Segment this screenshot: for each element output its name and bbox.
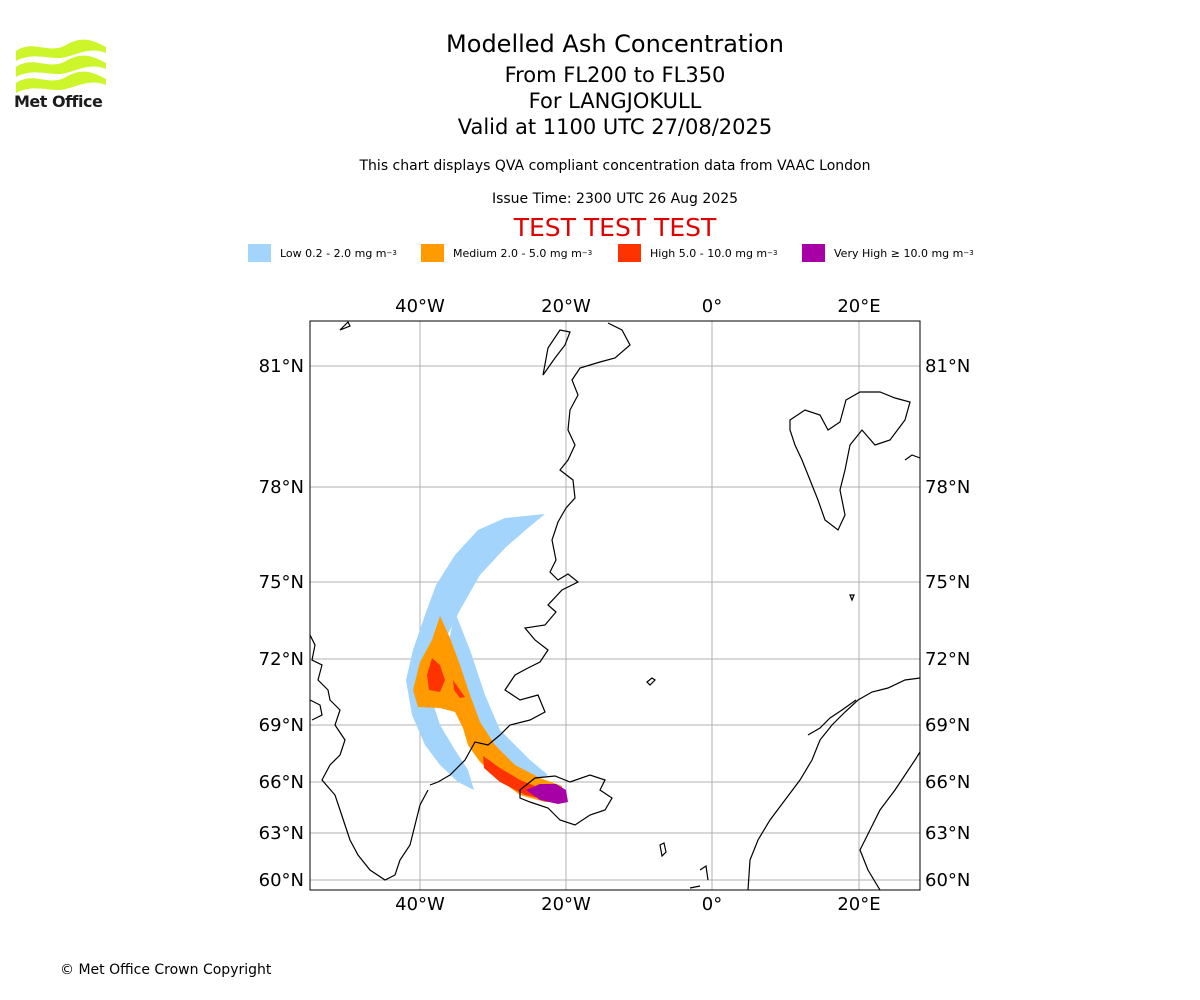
legend-swatch-very-high (802, 244, 825, 262)
logo-text: Met Office (14, 92, 103, 111)
valid-time: Valid at 1100 UTC 27/08/2025 (457, 115, 773, 139)
legend-swatch-low (248, 244, 271, 262)
lat-label-left-66n: 66°N (259, 772, 304, 793)
ash-high-region (427, 658, 445, 692)
legend-item-high: High 5.0 - 10.0 mg m −3 (618, 244, 777, 262)
legend-swatch-high (618, 244, 641, 262)
lon-label-bottom-20w: 20°W (541, 894, 591, 915)
lon-label-bottom-40w: 40°W (395, 894, 445, 915)
lon-label-top-20w: 20°W (541, 296, 591, 317)
flight-levels: From FL200 to FL350 (504, 63, 726, 87)
lat-label-right-81n: 81°N (925, 356, 970, 377)
copyright: © Met Office Crown Copyright (60, 962, 272, 978)
lon-label-top-20e: 20°E (837, 296, 880, 317)
lon-label-top-40w: 40°W (395, 296, 445, 317)
map-frame (309, 320, 921, 891)
ash-high-region-2 (453, 680, 465, 698)
lat-label-left-63n: 63°N (259, 823, 304, 844)
legend-item-low: Low 0.2 - 2.0 mg m −3 (248, 244, 397, 262)
met-office-logo-icon (16, 39, 106, 93)
issue-time: Issue Time: 2300 UTC 26 Aug 2025 (491, 191, 739, 207)
ash-medium-region (413, 616, 562, 802)
lon-label-top-0: 0° (702, 296, 722, 317)
lat-label-right-78n: 78°N (925, 477, 970, 498)
ash-very-high-region (526, 784, 568, 804)
iceland-coast (519, 774, 613, 826)
svalbard-coast (789, 391, 911, 531)
lat-label-right-75n: 75°N (925, 572, 970, 593)
legend-item-medium: Medium 2.0 - 5.0 mg m −3 (421, 244, 592, 262)
norway-coast (747, 677, 920, 890)
lat-label-right-66n: 66°N (925, 772, 970, 793)
legend-swatch-medium (421, 244, 444, 262)
lat-label-right-69n: 69°N (925, 715, 970, 736)
legend-label-high: High 5.0 - 10.0 mg m (650, 246, 768, 260)
disclaimer: This chart displays QVA compliant concen… (359, 158, 871, 174)
graticule (310, 321, 920, 890)
lat-label-left-75n: 75°N (259, 572, 304, 593)
lat-label-right-72n: 72°N (925, 649, 970, 670)
lat-label-right-63n: 63°N (925, 823, 970, 844)
lat-label-left-81n: 81°N (259, 356, 304, 377)
lat-label-left-78n: 78°N (259, 477, 304, 498)
lat-label-right-60n: 60°N (925, 870, 970, 891)
lat-label-left-69n: 69°N (259, 715, 304, 736)
legend-label-very-high: Very High ≥ 10.0 mg m (834, 246, 964, 260)
lon-label-bottom-0: 0° (702, 894, 722, 915)
lon-label-bottom-20e: 20°E (837, 894, 880, 915)
volcano-name: For LANGJOKULL (528, 89, 702, 113)
coastlines (310, 321, 920, 890)
lat-label-left-60n: 60°N (259, 870, 304, 891)
ash-low-region (406, 514, 545, 790)
legend-label-low: Low 0.2 - 2.0 mg m (280, 246, 387, 260)
legend-item-very-high: Very High ≥ 10.0 mg m −3 (802, 244, 974, 262)
test-banner: TEST TEST TEST (513, 213, 717, 242)
legend-label-medium: Medium 2.0 - 5.0 mg m (453, 246, 582, 260)
lat-label-left-72n: 72°N (259, 649, 304, 670)
chart-title: Modelled Ash Concentration (446, 30, 784, 58)
